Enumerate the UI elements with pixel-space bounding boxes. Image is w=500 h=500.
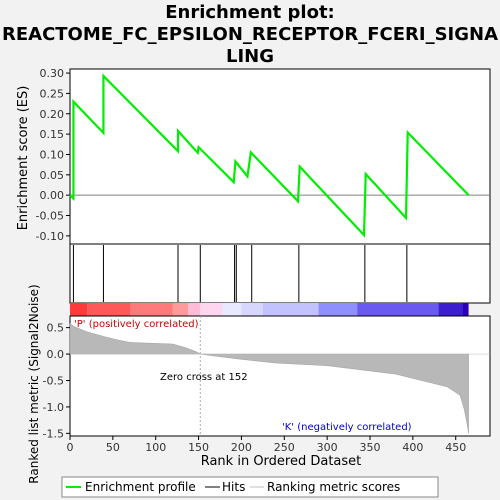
es-y-tick-label: 0.10 [40, 148, 65, 161]
x-tick-label: 250 [274, 441, 295, 454]
color-bar-segment [70, 303, 88, 316]
color-bar-segment [130, 303, 173, 316]
es-y-axis-label: Enrichment score (ES) [16, 86, 31, 231]
color-bar-segment [200, 303, 223, 316]
x-tick-label: 150 [188, 441, 209, 454]
color-bar-segment [87, 303, 130, 316]
es-y-tick-label: 0.20 [40, 108, 65, 121]
metric-y-tick-label: -1.5 [43, 427, 64, 440]
x-tick-label: 0 [67, 441, 74, 454]
es-panel-frame [69, 68, 491, 245]
es-y-tick-label: 0.25 [40, 87, 65, 100]
x-tick-label: 200 [231, 441, 252, 454]
hits-panel-frame [69, 243, 491, 304]
es-y-tick-label: 0.05 [40, 169, 65, 182]
color-bar-segment [357, 303, 439, 316]
ranking-color-bar [70, 303, 469, 316]
es-y-tick-label: 0.30 [40, 67, 65, 80]
color-bar-segment [318, 303, 358, 316]
x-tick-label: 100 [145, 441, 166, 454]
zero-cross-label: Zero cross at 152 [160, 372, 248, 383]
x-tick-label: 350 [360, 441, 381, 454]
color-bar-segment [438, 303, 463, 316]
color-bar-segment [262, 303, 319, 316]
metric-x-axis-label: Rank in Ordered Dataset [201, 454, 362, 469]
metric-y-tick-label: -0.5 [43, 374, 64, 387]
x-tick-label: 400 [402, 441, 423, 454]
enrichment-profile-line [69, 73, 470, 238]
x-tick-label: 450 [445, 441, 466, 454]
metric-y-tick-label: 0.0 [47, 348, 65, 361]
legend-label-ranking: Ranking metric scores [267, 480, 400, 494]
x-tick-label: 50 [106, 441, 120, 454]
es-y-tick-label: -0.05 [36, 210, 64, 223]
color-bar-segment [188, 303, 201, 316]
color-bar-segment [172, 303, 189, 316]
chart-title-line-3: LING [225, 46, 274, 67]
color-bar-segment [241, 303, 263, 316]
es-y-tick-label: -0.10 [36, 230, 64, 243]
metric-y-axis-label: Ranked list metric (Signal2Noise) [27, 284, 41, 483]
ranking-metric-area [69, 322, 469, 434]
es-y-tick-label: 0.15 [40, 128, 65, 141]
negative-correlation-label: 'K' (negatively correlated) [282, 422, 412, 433]
chart-title-line-1: Enrichment plot: [165, 2, 335, 23]
x-tick-label: 300 [317, 441, 338, 454]
metric-y-tick-label: -1.0 [43, 401, 64, 414]
positive-correlation-label: 'P' (positively correlated) [74, 319, 199, 330]
color-bar-segment [462, 303, 469, 316]
metric-y-tick-label: 0.5 [47, 322, 65, 335]
es-y-tick-label: 0.00 [40, 189, 65, 202]
legend-label-hits: Hits [222, 480, 245, 494]
legend-label-enrichment: Enrichment profile [85, 480, 196, 494]
color-bar-segment [222, 303, 242, 316]
chart-title-line-2: REACTOME_FC_EPSILON_RECEPTOR_FCERI_SIGNA [1, 24, 499, 45]
